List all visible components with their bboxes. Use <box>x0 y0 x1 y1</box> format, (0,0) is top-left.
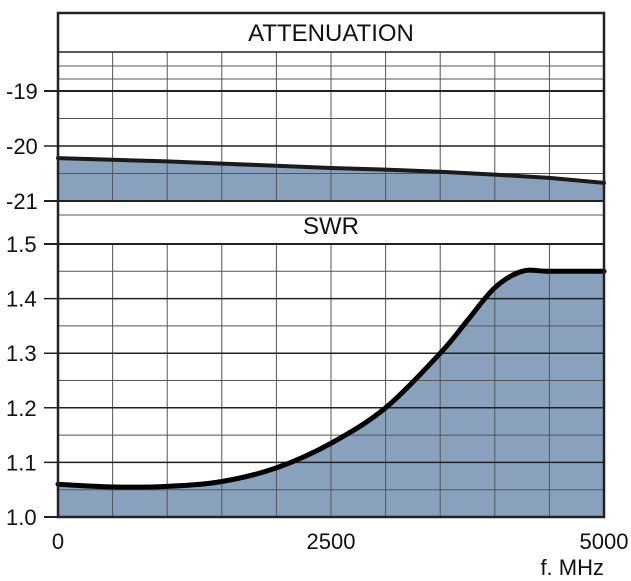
att-ytick-label: -21 <box>6 189 38 214</box>
att-series-line <box>56 156 606 185</box>
swr-ytick-label: 1.0 <box>6 505 37 530</box>
swr-ytick-label: 1.3 <box>6 341 37 366</box>
swr-ytick-label: 1.4 <box>6 287 37 312</box>
x-axis-label: f. MHz <box>540 555 604 580</box>
plot-frame <box>56 11 606 519</box>
att-ytick-label: -20 <box>6 134 38 159</box>
x-tick-label: 5000 <box>580 529 629 554</box>
swr-title: SWR <box>303 213 359 240</box>
swr-ytick-label: 1.1 <box>6 450 37 475</box>
x-tick-label: 2500 <box>307 529 356 554</box>
att-title: ATTENUATION <box>248 20 414 47</box>
swr-series-line <box>55 267 607 490</box>
swr-ytick-label: 1.5 <box>6 232 37 257</box>
x-tick-label: 0 <box>52 529 64 554</box>
swr-area <box>58 270 604 517</box>
swr-ytick-label: 1.2 <box>6 396 37 421</box>
att-ytick-label: -19 <box>6 79 38 104</box>
